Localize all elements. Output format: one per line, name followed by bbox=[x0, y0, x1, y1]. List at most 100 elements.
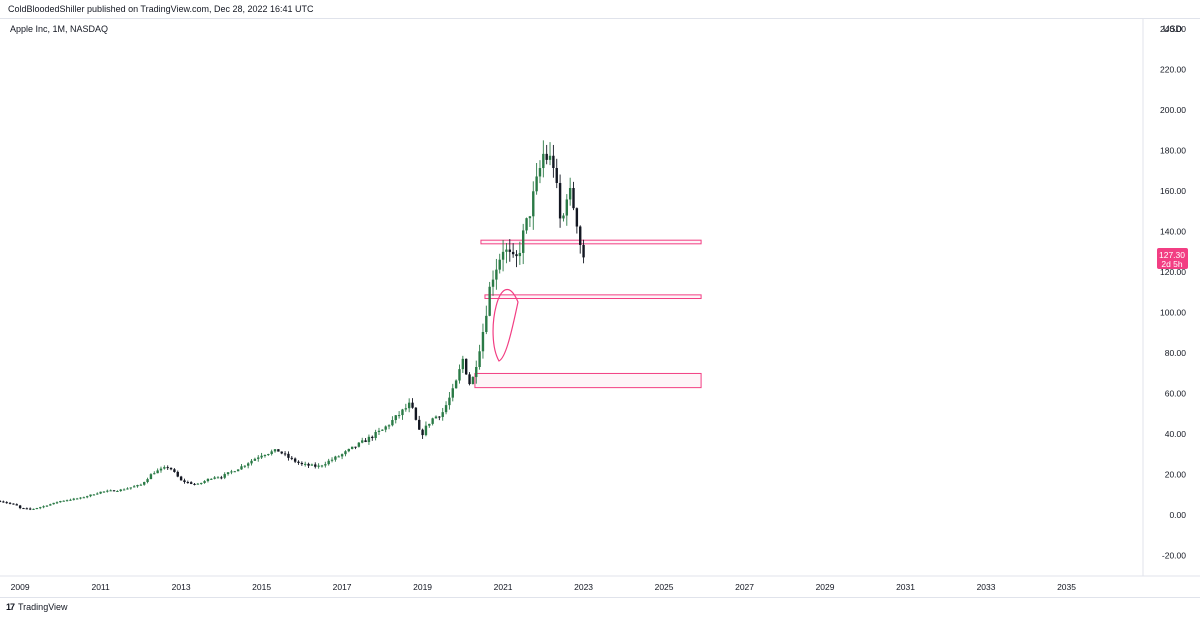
candle-body bbox=[424, 425, 428, 436]
candle-body bbox=[263, 455, 267, 457]
candle-body bbox=[25, 508, 29, 510]
candle-body bbox=[334, 456, 337, 460]
candle-body bbox=[364, 440, 367, 443]
y-tick-label: 60.00 bbox=[1165, 389, 1187, 399]
candle-body bbox=[8, 502, 12, 504]
candle-body bbox=[15, 504, 18, 506]
candle-body bbox=[109, 490, 112, 492]
candle-body bbox=[166, 467, 169, 469]
candle-body bbox=[542, 153, 545, 169]
candle-body bbox=[337, 456, 340, 458]
tradingview-logo-icon: 17 bbox=[6, 602, 15, 612]
candle-body bbox=[126, 488, 129, 490]
candle-body bbox=[518, 252, 522, 257]
candle-body bbox=[575, 208, 579, 227]
candle-body bbox=[565, 199, 569, 216]
candle-body bbox=[136, 484, 139, 487]
candle-body bbox=[344, 451, 347, 455]
candle-body bbox=[454, 380, 458, 389]
candle-body bbox=[572, 188, 575, 209]
candle-body bbox=[401, 409, 404, 416]
candle-body bbox=[558, 182, 562, 219]
candle-body bbox=[79, 497, 82, 499]
publish-header: ColdBloodedShiller published on TradingV… bbox=[0, 0, 1200, 18]
candle-body bbox=[283, 453, 287, 455]
candle-body bbox=[293, 458, 297, 462]
candle-body bbox=[444, 405, 448, 413]
candle-body bbox=[307, 463, 310, 466]
candle-body bbox=[220, 477, 223, 479]
candle-body bbox=[481, 332, 485, 352]
candle-body bbox=[106, 490, 109, 492]
candle-body bbox=[535, 176, 538, 192]
candle-body bbox=[327, 460, 330, 465]
candle-body bbox=[253, 458, 257, 461]
y-tick-label: 100.00 bbox=[1160, 308, 1186, 318]
candle-body bbox=[203, 481, 206, 483]
candle-body bbox=[156, 470, 159, 474]
last-price-tag: 127.30 2d 5h bbox=[1157, 248, 1188, 269]
candle-body bbox=[119, 489, 122, 492]
candle-body bbox=[246, 463, 250, 466]
x-tick-label: 2017 bbox=[333, 582, 352, 592]
candle-body bbox=[579, 226, 582, 245]
candle-body bbox=[458, 369, 461, 381]
candle-body bbox=[354, 446, 357, 448]
candle-body bbox=[374, 432, 377, 439]
candle-body bbox=[213, 477, 216, 479]
candle-body bbox=[297, 461, 300, 463]
candle-body bbox=[32, 508, 35, 510]
candle-body bbox=[210, 478, 213, 480]
candle-body bbox=[163, 467, 166, 469]
candle-body bbox=[562, 215, 565, 219]
candle-body bbox=[159, 468, 163, 471]
y-tick-label: 20.00 bbox=[1165, 470, 1187, 480]
candle-body bbox=[428, 423, 431, 426]
x-tick-label: 2031 bbox=[896, 582, 915, 592]
candle-body bbox=[387, 425, 391, 427]
candle-body bbox=[340, 454, 344, 457]
candle-body bbox=[5, 502, 8, 504]
candle-body bbox=[240, 466, 243, 470]
support-zone bbox=[480, 239, 702, 245]
candle-body bbox=[371, 436, 374, 439]
candle-body bbox=[112, 490, 116, 492]
candle-body bbox=[568, 188, 572, 200]
candle-body bbox=[478, 351, 481, 367]
candle-body bbox=[404, 408, 408, 410]
y-tick-label: -20.00 bbox=[1162, 551, 1186, 561]
y-tick-label: 200.00 bbox=[1160, 105, 1186, 115]
tradingview-brand: TradingView bbox=[18, 602, 68, 612]
support-zone bbox=[474, 372, 702, 389]
chart-frame bbox=[0, 18, 1200, 598]
candle-body bbox=[270, 451, 273, 455]
candle-body bbox=[233, 471, 236, 473]
footer: 17 TradingView bbox=[6, 600, 68, 614]
candle-body bbox=[525, 218, 528, 231]
candle-body bbox=[132, 486, 136, 488]
publish-info: ColdBloodedShiller published on TradingV… bbox=[8, 4, 314, 14]
candle-body bbox=[18, 505, 22, 509]
y-tick-label: 160.00 bbox=[1160, 186, 1186, 196]
candle-body bbox=[12, 503, 15, 505]
candle-body bbox=[226, 472, 230, 475]
candle-body bbox=[324, 464, 327, 466]
candle-body bbox=[273, 449, 277, 452]
candle-body bbox=[75, 498, 79, 500]
candle-body bbox=[52, 502, 55, 505]
candle-body bbox=[223, 474, 226, 478]
candle-body bbox=[267, 454, 270, 456]
candle-body bbox=[236, 469, 240, 472]
candle-body bbox=[347, 448, 351, 452]
x-tick-label: 2011 bbox=[91, 582, 110, 592]
x-tick-label: 2009 bbox=[11, 582, 30, 592]
candle-body bbox=[407, 402, 411, 409]
candle-body bbox=[491, 279, 495, 287]
candle-body bbox=[438, 416, 441, 418]
candle-body bbox=[552, 155, 555, 168]
candle-body bbox=[304, 463, 307, 465]
last-price-countdown: 2d 5h bbox=[1161, 259, 1183, 269]
y-tick-label: 80.00 bbox=[1165, 348, 1187, 358]
candle-body bbox=[555, 167, 558, 183]
